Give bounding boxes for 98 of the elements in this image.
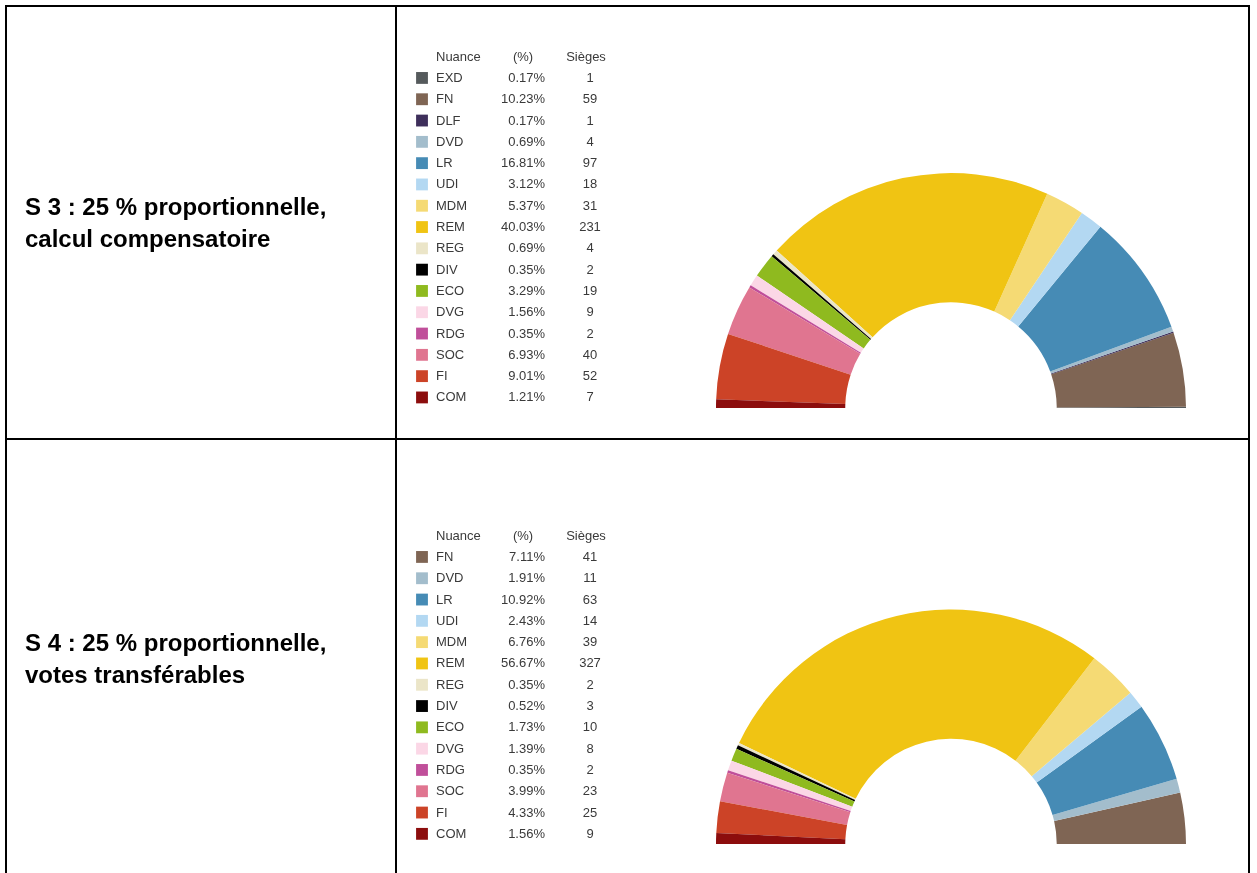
legend-label: DLF [436,112,461,128]
legend-label: REM [436,654,465,670]
legend-label: ECO [436,282,465,298]
data-label: 31 [582,197,598,213]
legend-title: Nuance [436,527,481,543]
legend-label: COM [436,825,467,841]
legend-label: DIV [436,261,458,277]
legend-label: LR [436,591,453,607]
text: 0.69% [508,240,545,256]
text: 7.11% [509,548,545,564]
text: 0.35% [508,676,545,692]
data-label: 2 [586,761,594,777]
text: 10.92% [500,591,545,607]
legend-label: SOC [436,346,465,362]
text: 0.69% [508,133,545,149]
text: 3.99% [508,782,545,798]
data-label: 4 [586,133,594,149]
data-label: 1 [586,69,594,85]
text: Sièges [566,48,607,64]
data-label: 231 [579,218,601,234]
data-label: 11 [583,569,597,585]
legend-label: LR [436,155,453,171]
data-label: 2 [586,261,594,277]
data-label: 40 [582,346,598,362]
legend-label: DVD [436,133,464,149]
text: 0.52% [508,697,545,713]
data-label: 59 [582,91,598,107]
legend-label: RDG [436,761,465,777]
data-label: 3 [586,697,594,713]
data-label: 14 [582,612,598,628]
data-label: 10 [582,718,598,734]
legend-label: REG [436,240,465,256]
text: 1.21% [508,389,545,405]
text: 0.35% [508,761,545,777]
data-label: 23 [582,782,598,798]
text: S 3 : 25 % proportionnelle, calcul compensatoire [6,6,396,439]
legend-label: FI [436,804,448,820]
data-label: 327 [579,654,601,670]
data-label: 2 [586,676,594,692]
legend-label: MDM [436,633,468,649]
legend-label: DVD [436,569,464,585]
text: 0.17% [508,112,545,128]
legend-title: Nuance [436,48,481,64]
text: 3.29% [508,282,545,298]
data-label: 1 [586,112,594,128]
text: 10.23% [500,91,545,107]
text: 16.81% [500,155,545,171]
text: 40.03% [500,218,545,234]
legend-label: FI [436,368,448,384]
legend-label: RDG [436,325,465,341]
legend-label: EXD [436,69,463,85]
legend-label: FN [436,91,454,107]
data-label: 9 [586,825,594,841]
data-label: 2 [586,325,594,341]
text: 56.67% [500,654,545,670]
legend-label: COM [436,389,467,405]
text: 5.37% [508,197,545,213]
text: Sièges [566,527,607,543]
legend-label: DVG [436,740,465,756]
data-label: 97 [582,155,598,171]
data-label: 25 [582,804,598,820]
text: 4.33% [508,804,545,820]
text: 1.91% [508,569,545,585]
text: 0.35% [508,325,545,341]
text: 3.12% [508,176,545,192]
data-label: 19 [582,282,598,298]
data-label: 8 [586,740,594,756]
data-label: 63 [582,591,598,607]
legend-label: REM [436,218,465,234]
data-label: 9 [586,304,594,320]
text: 2.43% [508,612,545,628]
legend-label: DIV [436,697,458,713]
legend-label: MDM [436,197,468,213]
data-label: 52 [582,368,598,384]
text: 6.93% [508,346,545,362]
legend-label: UDI [436,612,459,628]
text: 6.76% [508,633,545,649]
legend-label: UDI [436,176,459,192]
data-label: 41 [582,548,598,564]
text: 1.39% [508,740,545,756]
text: (%) [512,48,534,64]
data-label: 39 [582,633,598,649]
text: 0.35% [508,261,545,277]
text: 1.56% [508,825,545,841]
text: 1.73% [508,718,545,734]
data-label: 18 [582,176,598,192]
text: S 4 : 25 % proportionnelle, votes transférables [6,439,396,873]
text: 1.56% [508,304,545,320]
legend-label: ECO [436,718,465,734]
text: 0.17% [508,69,545,85]
legend-label: DVG [436,304,465,320]
data-label: 4 [586,240,594,256]
data-label: 7 [586,389,594,405]
legend-label: SOC [436,782,465,798]
legend-label: FN [436,548,454,564]
text: (%) [512,527,534,543]
text: 9.01% [508,368,545,384]
legend-label: REG [436,676,465,692]
